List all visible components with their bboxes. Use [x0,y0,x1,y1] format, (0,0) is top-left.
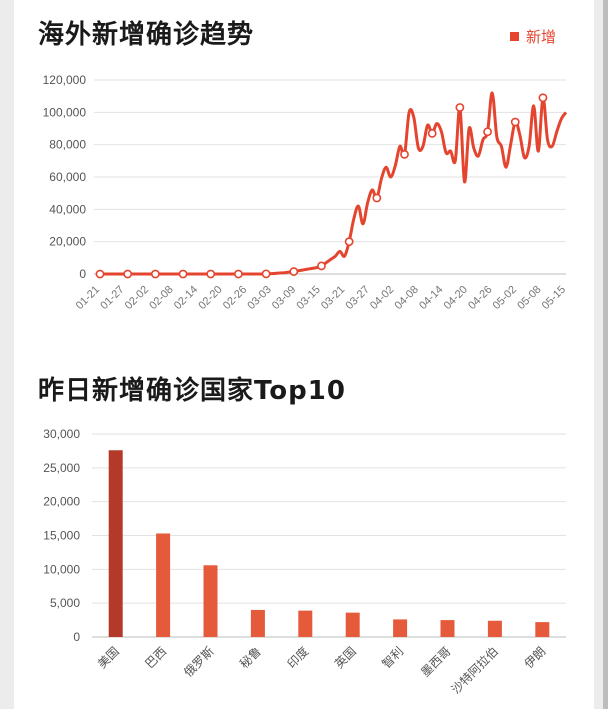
x-tick-label: 伊朗 [522,644,549,671]
y-tick-label: 10,000 [43,562,80,576]
data-point [400,149,409,159]
bar [440,620,455,637]
bar [393,619,408,637]
data-point [427,128,437,138]
y-tick-label: 20,000 [49,235,86,249]
y-tick-label: 120,000 [43,73,87,87]
legend-swatch [510,32,519,41]
data-point [372,193,382,203]
x-tick-label: 秘鲁 [237,644,264,671]
data-point [538,93,548,103]
x-tick-label: 巴西 [142,644,169,671]
bar [156,533,171,637]
y-tick-label: 60,000 [49,170,86,184]
data-point [455,103,465,112]
data-point [95,269,105,279]
data-point [234,269,243,279]
bar [108,450,123,637]
y-tick-label: 25,000 [43,461,80,475]
scrollbar-edge [603,0,608,709]
x-tick-label: 俄罗斯 [181,644,216,679]
bar [487,620,502,637]
bar [298,610,313,637]
data-point [150,269,160,279]
x-tick-label: 印度 [284,644,312,672]
bar [203,565,218,637]
data-point [483,127,492,137]
data-point [123,269,133,279]
y-tick-label: 80,000 [49,138,86,152]
x-tick-label: 美国 [95,644,122,671]
data-point [317,261,326,271]
y-tick-label: 0 [79,267,86,281]
data-point [261,269,271,279]
y-tick-label: 15,000 [43,529,80,543]
bar [345,612,360,637]
bar [250,609,265,637]
line-chart: 020,00040,00060,00080,000100,000120,0000… [43,73,569,312]
y-tick-label: 100,000 [43,105,87,119]
bar [535,622,550,637]
data-point [289,267,299,276]
trend-chart-title: 海外新增确诊趋势 [38,20,255,50]
x-tick-label: 英国 [332,644,359,671]
data-point [510,117,520,127]
y-tick-label: 5,000 [50,596,80,610]
x-tick-label: 沙特阿拉伯 [448,644,501,697]
y-tick-label: 20,000 [43,495,80,509]
legend-label: 新增 [526,28,557,46]
x-tick-label: 智利 [379,644,407,672]
x-tick-label: 墨西哥 [418,644,453,679]
data-point [178,269,188,279]
legend-item-new[interactable]: 新增 [510,26,556,47]
y-tick-label: 30,000 [43,427,80,441]
y-tick-label: 40,000 [49,202,86,216]
top10-chart-title: 昨日新增确诊国家Top10 [38,376,346,406]
data-point [344,237,354,247]
data-point [206,269,216,279]
y-tick-label: 0 [73,630,80,644]
